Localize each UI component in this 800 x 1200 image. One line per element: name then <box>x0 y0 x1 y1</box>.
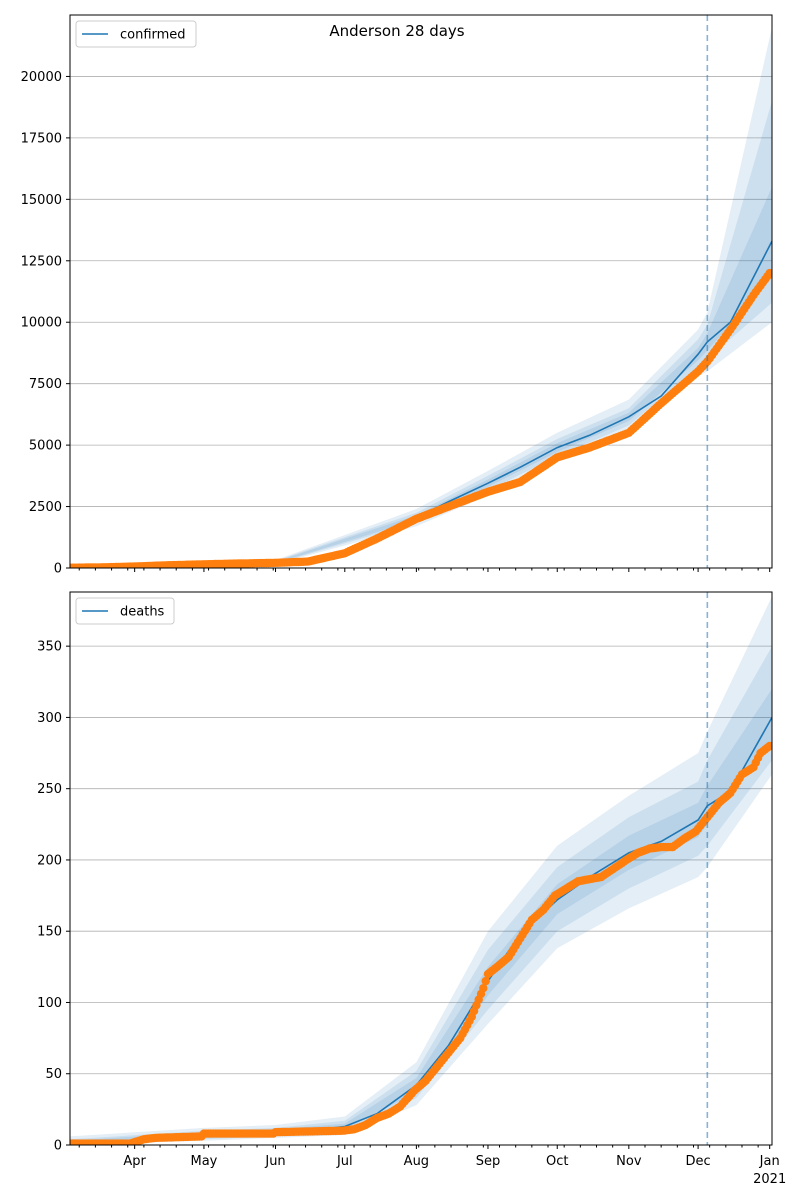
observed-point <box>479 984 488 993</box>
y-tick-label: 150 <box>37 925 62 940</box>
x-tick-label: Jan <box>759 1154 780 1169</box>
y-tick-label: 0 <box>54 1139 62 1154</box>
axes-frame <box>69 591 773 1146</box>
y-tick-label: 10000 <box>21 316 62 331</box>
uncertainty-band <box>70 646 772 1145</box>
x-year-label: 2021 <box>753 1172 786 1187</box>
y-tick-label: 7500 <box>29 377 62 392</box>
uncertainty-band <box>70 27 772 568</box>
y-tick-label: 5000 <box>29 439 62 454</box>
y-tick-label: 17500 <box>21 131 62 146</box>
plot-area <box>70 27 772 568</box>
y-tick-label: 50 <box>45 1067 62 1082</box>
plot-area <box>70 596 772 1145</box>
y-tick-label: 300 <box>37 711 62 726</box>
legend: confirmed <box>75 20 197 48</box>
uncertainty-band <box>70 596 772 1145</box>
panel-deaths: 0 50 100 150 200 250 300 350 Apr May Jun Jul Aug Sep O… <box>37 591 786 1187</box>
legend-box <box>75 597 175 625</box>
y-tick-label: 200 <box>37 853 62 868</box>
observed-point <box>481 976 490 986</box>
y-tick-label: 20000 <box>21 70 62 85</box>
x-tick-label: May <box>190 1154 217 1169</box>
y-tick-label: 12500 <box>21 254 62 269</box>
x-tick-label: Jun <box>264 1154 285 1169</box>
legend-box <box>75 20 197 48</box>
legend-label: confirmed <box>120 28 186 43</box>
y-tick-label: 2500 <box>29 500 62 515</box>
x-tick-label: Jul <box>336 1154 353 1169</box>
y-tick-label: 0 <box>54 562 62 577</box>
x-tick-label: Nov <box>616 1154 642 1169</box>
uncertainty-band <box>70 688 772 1145</box>
uncertainty-band <box>70 101 772 568</box>
y-tick-label: 15000 <box>21 193 62 208</box>
legend-label: deaths <box>120 605 165 620</box>
x-tick-label: Dec <box>686 1154 711 1169</box>
legend: deaths <box>75 597 175 625</box>
observed-point <box>765 741 772 751</box>
x-tick-label: Aug <box>404 1154 429 1169</box>
observed-point <box>765 268 772 278</box>
figure-title: Anderson 28 days <box>329 22 464 40</box>
x-tick-label: Sep <box>476 1154 501 1169</box>
x-tick-label: Oct <box>546 1154 568 1169</box>
y-tick-label: 250 <box>37 782 62 797</box>
panel-confirmed: 0 2500 5000 7500 10000 12500 15000 17500 20000 co… <box>21 14 773 577</box>
x-tick-label: Apr <box>123 1154 146 1169</box>
y-tick-label: 350 <box>37 640 62 655</box>
y-tick-label: 100 <box>37 996 62 1011</box>
axes-frame <box>69 14 773 569</box>
